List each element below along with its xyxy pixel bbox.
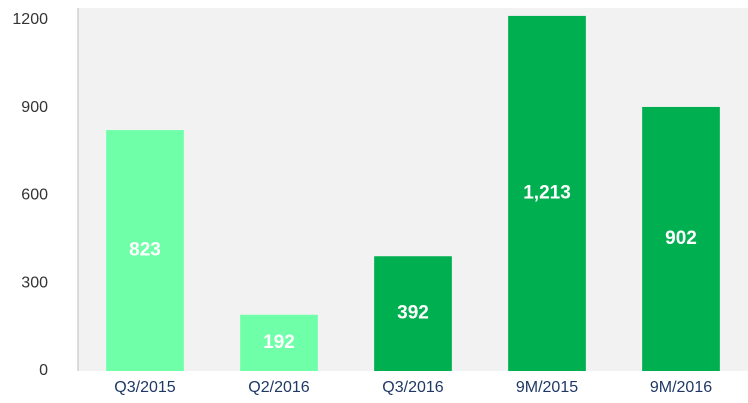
x-tick-label: Q2/2016 [248, 379, 309, 396]
value-label: 902 [665, 228, 697, 249]
value-label: 1,213 [523, 182, 571, 203]
bar [106, 130, 184, 371]
y-tick-label: 1200 [12, 11, 48, 28]
x-tick-label: Q3/2016 [382, 379, 443, 396]
value-label: 823 [129, 240, 161, 261]
x-tick-label: 9M/2016 [650, 379, 712, 396]
value-label: 192 [263, 332, 295, 353]
y-tick-label: 900 [21, 99, 48, 116]
bar [374, 256, 452, 371]
bar [642, 106, 720, 371]
x-tick-label: 9M/2015 [516, 379, 578, 396]
value-label: 392 [397, 303, 429, 324]
x-tick-label: Q3/2015 [114, 379, 175, 396]
bar [240, 314, 318, 371]
bar [508, 15, 586, 372]
y-tick-label: 0 [39, 362, 48, 379]
y-tick-label: 600 [21, 187, 48, 204]
y-tick-label: 300 [21, 274, 48, 291]
